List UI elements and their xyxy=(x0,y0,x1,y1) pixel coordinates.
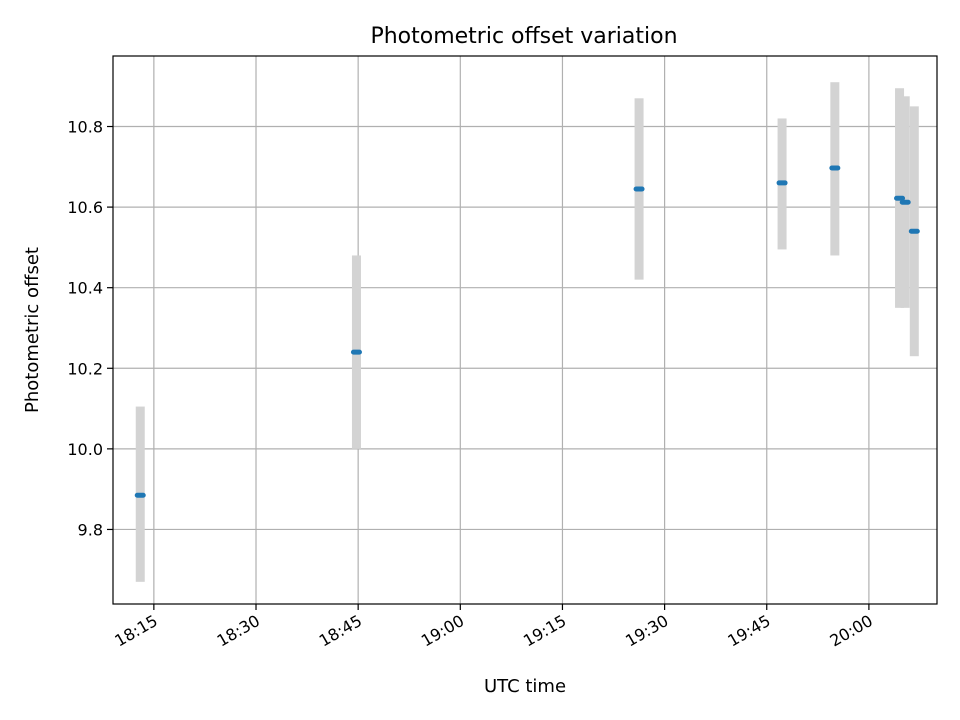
x-tick-label: 19:45 xyxy=(724,611,773,651)
y-tick-label: 10.8 xyxy=(67,118,103,137)
y-tick-label: 9.8 xyxy=(78,520,103,539)
x-tick-label: 19:30 xyxy=(622,611,671,651)
x-tick-label: 20:00 xyxy=(826,611,875,651)
y-tick-label: 10.4 xyxy=(67,279,103,298)
chart-title: Photometric offset variation xyxy=(370,24,677,49)
y-tick-label: 10.0 xyxy=(67,440,103,459)
x-tick-label: 18:15 xyxy=(111,611,160,651)
y-tick-label: 10.2 xyxy=(67,359,103,378)
y-axis-label: Photometric offset xyxy=(22,247,43,413)
x-axis-label: UTC time xyxy=(484,676,566,697)
x-tick-label: 18:45 xyxy=(316,611,365,651)
y-axis-ticks: 9.8 10.0 10.2 10.4 10.6 10.8 xyxy=(67,118,113,539)
x-axis-ticks: 18:15 18:30 18:45 19:00 19:15 19:30 19:45 20:00 xyxy=(111,604,876,651)
plot-area-frame xyxy=(112,55,938,605)
x-tick-label: 18:30 xyxy=(214,611,263,651)
x-tick-label: 19:00 xyxy=(418,611,467,651)
data-points xyxy=(134,165,920,498)
error-bars xyxy=(135,82,919,582)
grid xyxy=(113,56,937,604)
x-tick-label: 19:15 xyxy=(520,611,569,651)
y-tick-label: 10.6 xyxy=(67,198,103,217)
